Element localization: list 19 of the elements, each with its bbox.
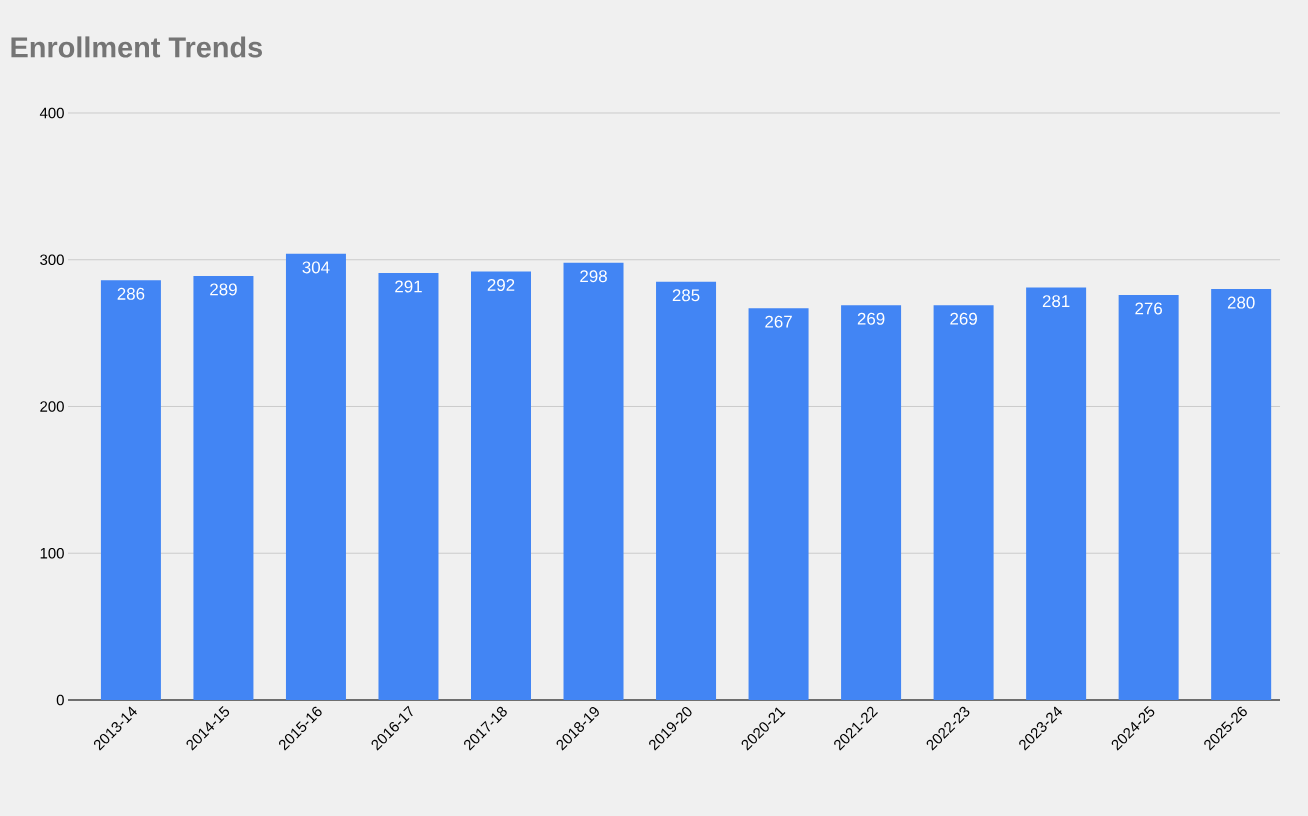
data-label: 298 — [580, 270, 607, 283]
y-tick-label: 100 — [40, 547, 64, 559]
data-label: 276 — [1135, 302, 1163, 315]
data-label: 280 — [1227, 296, 1255, 309]
data-label: 267 — [765, 315, 792, 328]
data-label: 289 — [210, 283, 237, 296]
data-label: 292 — [487, 279, 515, 291]
y-tick-label: 400 — [39, 107, 64, 119]
y-tick-label: 200 — [40, 401, 64, 412]
y-tick-label: 0 — [56, 694, 64, 706]
data-label: 269 — [857, 312, 885, 325]
data-label: 291 — [395, 280, 422, 293]
data-label: 285 — [672, 289, 700, 302]
y-tick-label: 300 — [40, 254, 64, 266]
data-label: 304 — [302, 261, 330, 274]
data-label: 281 — [1042, 295, 1070, 308]
chart-title: Enrollment Trends — [11, 36, 263, 58]
data-label: 269 — [950, 312, 977, 325]
data-label: 286 — [117, 287, 145, 300]
